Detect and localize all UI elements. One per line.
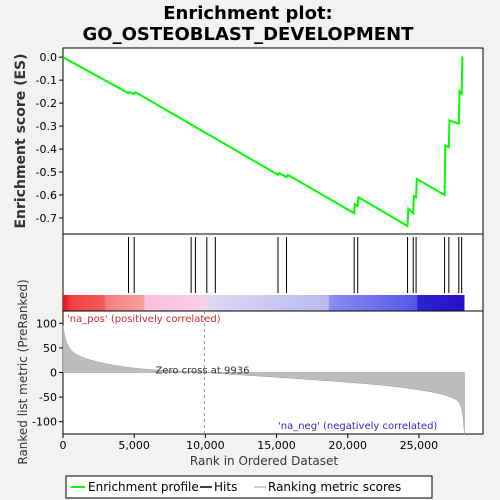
legend-box (65, 475, 433, 499)
es-y-tick-label: -0.5 (36, 166, 57, 179)
x-tick-label: 0 (60, 439, 67, 452)
es-y-tick-label: -0.2 (36, 97, 57, 110)
enrichment-profile-line (62, 56, 464, 228)
x-axis: 0 5,000 10,000 15,000 20,000 25,000 (60, 434, 439, 452)
zero-cross-label: Zero cross at 9936 (155, 366, 249, 377)
chart-title-line-2: GO_OSTEOBLAST_DEVELOPMENT (83, 24, 415, 45)
es-y-axis: 0.0 -0.1 -0.2 -0.3 -0.4 -0.5 -0.6 -0.7 (36, 51, 63, 225)
ranking-metric-area (62, 325, 465, 436)
chart-title-line-1: Enrichment plot: (163, 3, 333, 24)
metric-y-tick-label: 50 (43, 342, 57, 355)
negative-correlation-label: 'na_neg' (negatively correlated) (278, 421, 437, 432)
x-tick-label: 15,000 (257, 439, 296, 452)
es-y-tick-label: -0.3 (36, 120, 57, 133)
x-tick-label: 5,000 (118, 439, 150, 452)
x-axis-label: Rank in Ordered Dataset (190, 454, 338, 468)
es-panel (62, 47, 484, 235)
positive-correlation-label: 'na_pos' (positively correlated) (67, 314, 221, 325)
legend-label-hits: Hits (214, 480, 237, 494)
legend-label-ranking-metric: Ranking metric scores (268, 480, 401, 494)
metric-y-axis-label: Ranked list metric (PreRanked) (16, 279, 30, 464)
x-tick-label: 10,000 (186, 439, 225, 452)
x-tick-label: 20,000 (328, 439, 367, 452)
es-y-tick-label: -0.4 (36, 143, 57, 156)
x-tick-label: 25,000 (400, 439, 439, 452)
es-y-tick-label: -0.6 (36, 189, 57, 202)
metric-y-tick-label: -50 (39, 391, 57, 404)
metric-y-tick-label: 100 (36, 317, 57, 330)
legend-label-enrichment-profile: Enrichment profile (88, 480, 199, 494)
metric-y-axis: 100 50 0 -50 -100 (32, 317, 63, 429)
metric-y-tick-label: 0 (50, 367, 57, 380)
es-y-tick-label: -0.1 (36, 74, 57, 87)
ranking-color-bar (63, 295, 465, 311)
es-y-tick-label: -0.7 (36, 212, 57, 225)
es-y-axis-label: Enrichment score (ES) (13, 53, 29, 228)
hit-markers (127, 237, 463, 293)
metric-y-tick-label: -100 (32, 416, 57, 429)
es-y-tick-label: 0.0 (40, 51, 58, 64)
